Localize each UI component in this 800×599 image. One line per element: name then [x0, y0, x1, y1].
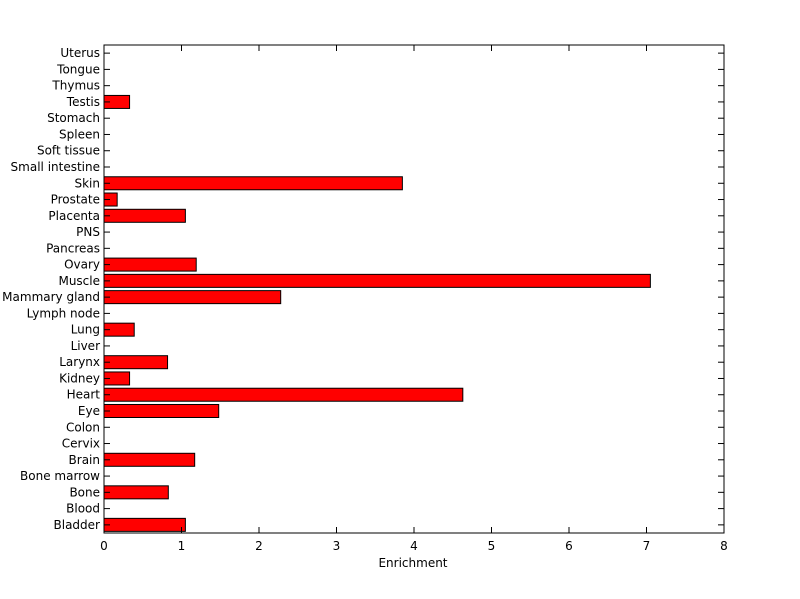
y-tick-label: Cervix	[62, 437, 100, 451]
x-tick-label: 1	[178, 539, 186, 553]
y-tick-label: Uterus	[60, 46, 100, 60]
x-tick-label: 2	[255, 539, 263, 553]
y-tick-label: Mammary gland	[2, 290, 100, 304]
x-tick-label: 7	[643, 539, 651, 553]
y-tick-label: Testis	[66, 95, 100, 109]
y-tick-label: Kidney	[59, 371, 100, 385]
bar-bladder	[103, 517, 186, 532]
y-tick-label: Colon	[66, 420, 100, 434]
y-tick-label: Pancreas	[46, 241, 100, 255]
plot-area	[104, 45, 724, 533]
bar-placenta	[103, 208, 186, 223]
plot-frame	[103, 44, 725, 534]
y-tick-label: Liver	[71, 339, 101, 353]
y-tick-label: Muscle	[58, 274, 100, 288]
y-tick-label: Soft tissue	[37, 144, 100, 158]
bar-ovary	[103, 257, 197, 272]
y-tick-label: Blood	[66, 502, 100, 516]
y-tick-label: Bladder	[54, 518, 101, 532]
x-tick-label: 4	[410, 539, 418, 553]
x-ticks-group: 0 1 2 3 4 5 6 7 8	[100, 45, 728, 553]
y-tick-label: Spleen	[59, 127, 100, 141]
y-tick-label: Bone marrow	[20, 469, 100, 483]
x-tick-label: 3	[333, 539, 341, 553]
y-tick-label: Skin	[74, 176, 100, 190]
bar-skin	[103, 176, 403, 191]
x-tick-label: 0	[100, 539, 108, 553]
y-tick-label: Thymus	[51, 79, 100, 93]
bar-larynx	[103, 355, 169, 370]
y-tick-label: Lymph node	[27, 306, 100, 320]
y-tick-label: Larynx	[59, 355, 100, 369]
y-tick-label: Lung	[71, 323, 100, 337]
bar-brain	[103, 452, 196, 467]
bar-eye	[103, 403, 220, 418]
y-tick-label: Bone	[69, 485, 100, 499]
y-tick-label: Eye	[78, 404, 100, 418]
x-tick-label: 8	[720, 539, 728, 553]
y-tick-label: Placenta	[48, 209, 100, 223]
y-tick-label: Stomach	[47, 111, 100, 125]
y-tick-label: Small intestine	[11, 160, 100, 174]
x-tick-label: 6	[565, 539, 573, 553]
y-tick-label: Brain	[69, 453, 100, 467]
y-tick-label: Ovary	[64, 258, 100, 272]
y-ticks-group: Bladder Blood Bone Bone marrow Brain Cervix Co…	[2, 46, 724, 532]
bar-bone	[103, 485, 169, 500]
y-tick-label: PNS	[76, 225, 100, 239]
bar-mammary-gland	[103, 290, 282, 305]
y-tick-label: Prostate	[51, 193, 100, 207]
bar-muscle	[103, 273, 651, 288]
x-tick-label: 5	[488, 539, 496, 553]
x-axis-label: Enrichment	[378, 556, 447, 570]
y-tick-label: Tongue	[56, 62, 100, 76]
y-tick-label: Heart	[67, 388, 101, 402]
bar-heart	[103, 387, 464, 402]
